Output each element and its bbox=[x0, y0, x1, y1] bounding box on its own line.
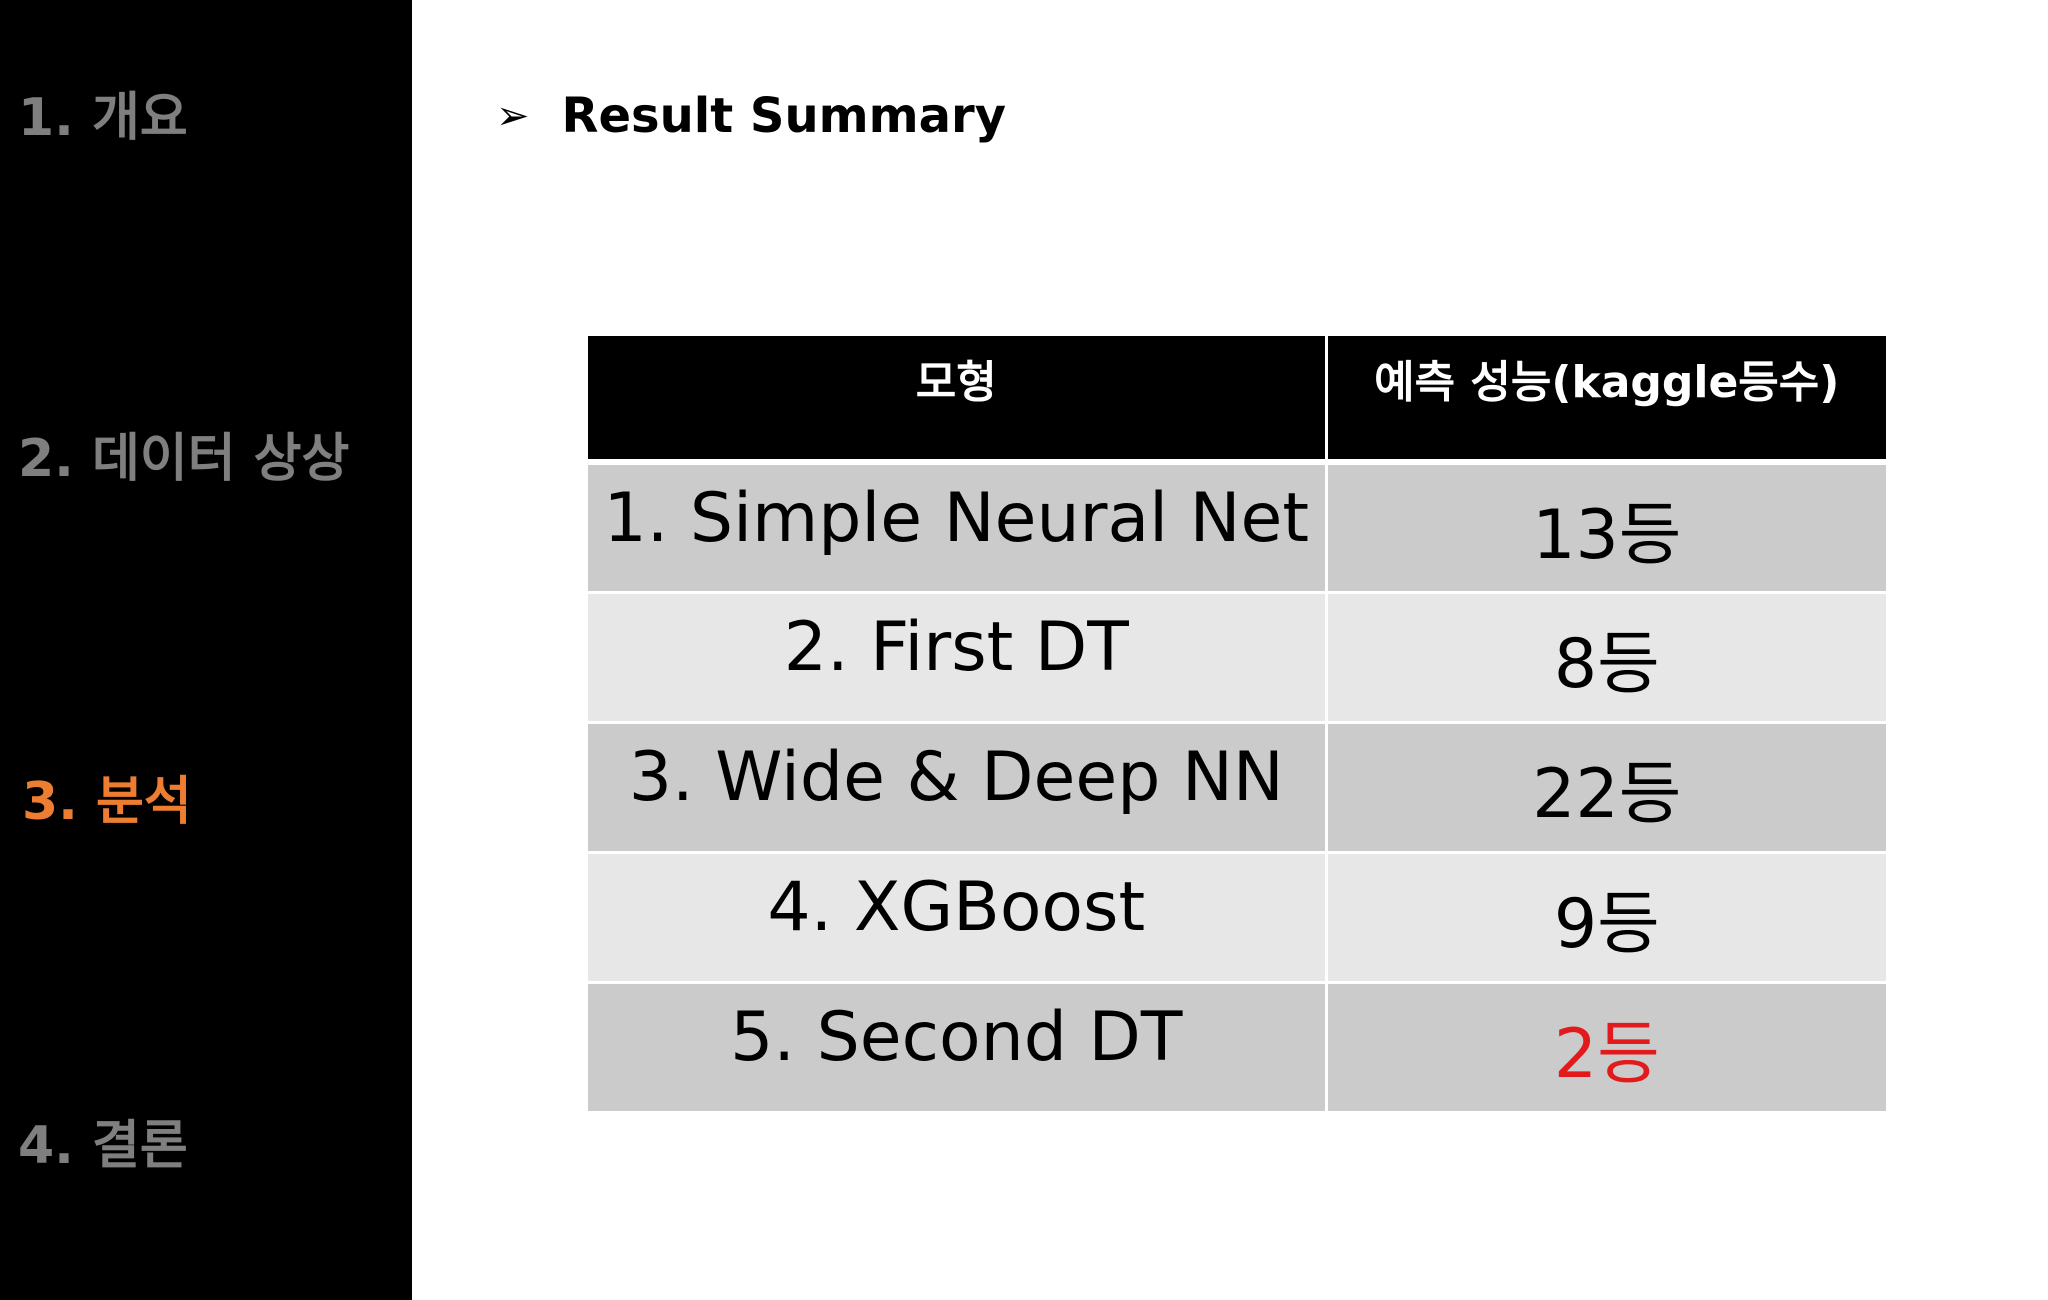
rank-cell: 13등 bbox=[1326, 462, 1886, 594]
model-cell: 4. XGBoost bbox=[588, 852, 1328, 984]
header-performance: 예측 성능(kaggle등수) bbox=[1326, 336, 1886, 465]
model-cell: 1. Simple Neural Net bbox=[588, 462, 1328, 594]
rank-cell-best: 2등 bbox=[1326, 982, 1886, 1114]
rank-cell: 22등 bbox=[1326, 722, 1886, 854]
nav-item-analysis[interactable]: 3. 분석 bbox=[22, 772, 192, 832]
table-row: 3. Wide & Deep NN 22등 bbox=[588, 722, 1886, 854]
table-row: 5. Second DT 2등 bbox=[588, 982, 1886, 1114]
model-cell: 5. Second DT bbox=[588, 982, 1328, 1114]
header-model: 모형 bbox=[588, 336, 1328, 465]
model-cell: 2. First DT bbox=[588, 592, 1328, 724]
nav-item-conclusion[interactable]: 4. 결론 bbox=[18, 1116, 188, 1176]
table-row: 4. XGBoost 9등 bbox=[588, 852, 1886, 984]
arrow-bullet-icon: ➢ bbox=[496, 93, 530, 139]
section-heading: ➢ Result Summary bbox=[496, 88, 1006, 144]
sidebar-nav: 1. 개요 2. 데이터 상상 3. 분석 4. 결론 bbox=[0, 0, 412, 1300]
result-summary-table: 모형 예측 성능(kaggle등수) 1. Simple Neural Net … bbox=[588, 336, 1886, 1114]
section-title: Result Summary bbox=[561, 88, 1007, 144]
table-header-row: 모형 예측 성능(kaggle등수) bbox=[588, 336, 1886, 465]
nav-item-overview[interactable]: 1. 개요 bbox=[18, 88, 188, 148]
rank-cell: 8등 bbox=[1326, 592, 1886, 724]
model-cell: 3. Wide & Deep NN bbox=[588, 722, 1328, 854]
rank-cell: 9등 bbox=[1326, 852, 1886, 984]
table-row: 1. Simple Neural Net 13등 bbox=[588, 462, 1886, 594]
table-row: 2. First DT 8등 bbox=[588, 592, 1886, 724]
nav-item-data[interactable]: 2. 데이터 상상 bbox=[18, 429, 350, 489]
